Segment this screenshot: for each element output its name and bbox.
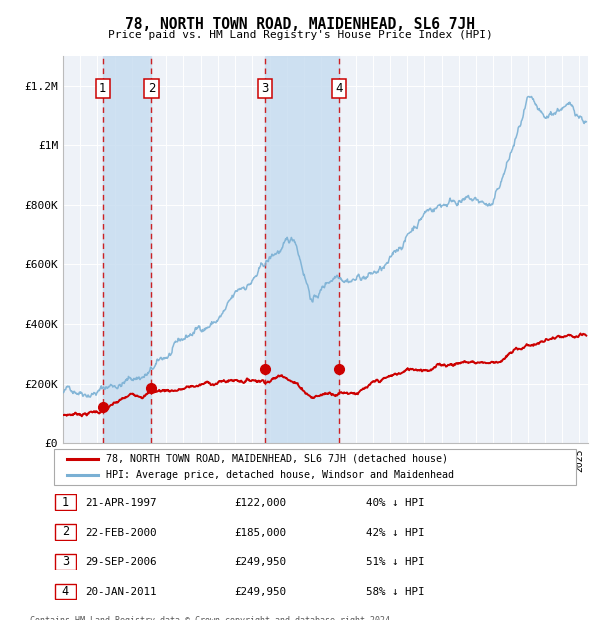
- Text: 3: 3: [262, 82, 269, 95]
- Text: 1: 1: [62, 496, 69, 508]
- Text: HPI: Average price, detached house, Windsor and Maidenhead: HPI: Average price, detached house, Wind…: [106, 470, 454, 480]
- Text: £249,950: £249,950: [234, 587, 286, 597]
- Bar: [103, 56, 151, 443]
- Text: £185,000: £185,000: [234, 528, 286, 538]
- Text: 78, NORTH TOWN ROAD, MAIDENHEAD, SL6 7JH: 78, NORTH TOWN ROAD, MAIDENHEAD, SL6 7JH: [125, 17, 475, 32]
- Text: 29-SEP-2006: 29-SEP-2006: [85, 557, 157, 567]
- Text: 51% ↓ HPI: 51% ↓ HPI: [366, 557, 425, 567]
- Text: 2: 2: [148, 82, 155, 95]
- Bar: [265, 56, 339, 443]
- Text: 4: 4: [62, 585, 69, 598]
- FancyBboxPatch shape: [55, 583, 76, 600]
- FancyBboxPatch shape: [54, 449, 576, 485]
- Text: £249,950: £249,950: [234, 557, 286, 567]
- Text: 40% ↓ HPI: 40% ↓ HPI: [366, 498, 425, 508]
- Text: 21-APR-1997: 21-APR-1997: [85, 498, 157, 508]
- Text: 42% ↓ HPI: 42% ↓ HPI: [366, 528, 425, 538]
- Text: 1: 1: [99, 82, 107, 95]
- Text: 58% ↓ HPI: 58% ↓ HPI: [366, 587, 425, 597]
- Text: 78, NORTH TOWN ROAD, MAIDENHEAD, SL6 7JH (detached house): 78, NORTH TOWN ROAD, MAIDENHEAD, SL6 7JH…: [106, 454, 448, 464]
- Text: 22-FEB-2000: 22-FEB-2000: [85, 528, 157, 538]
- Text: 20-JAN-2011: 20-JAN-2011: [85, 587, 157, 597]
- Text: 3: 3: [62, 556, 69, 568]
- Text: 2: 2: [62, 526, 69, 538]
- Text: Contains HM Land Registry data © Crown copyright and database right 2024.: Contains HM Land Registry data © Crown c…: [30, 616, 395, 620]
- FancyBboxPatch shape: [55, 494, 76, 510]
- FancyBboxPatch shape: [55, 554, 76, 570]
- Text: 4: 4: [335, 82, 343, 95]
- FancyBboxPatch shape: [55, 524, 76, 540]
- Text: Price paid vs. HM Land Registry's House Price Index (HPI): Price paid vs. HM Land Registry's House …: [107, 30, 493, 40]
- Text: £122,000: £122,000: [234, 498, 286, 508]
